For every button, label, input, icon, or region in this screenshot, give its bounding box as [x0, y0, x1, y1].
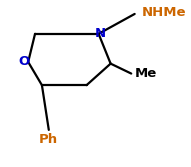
Text: N: N — [95, 27, 106, 40]
Text: Me: Me — [135, 67, 157, 80]
Text: Ph: Ph — [39, 133, 58, 146]
Text: O: O — [18, 55, 29, 68]
Text: NHMe: NHMe — [142, 6, 186, 19]
